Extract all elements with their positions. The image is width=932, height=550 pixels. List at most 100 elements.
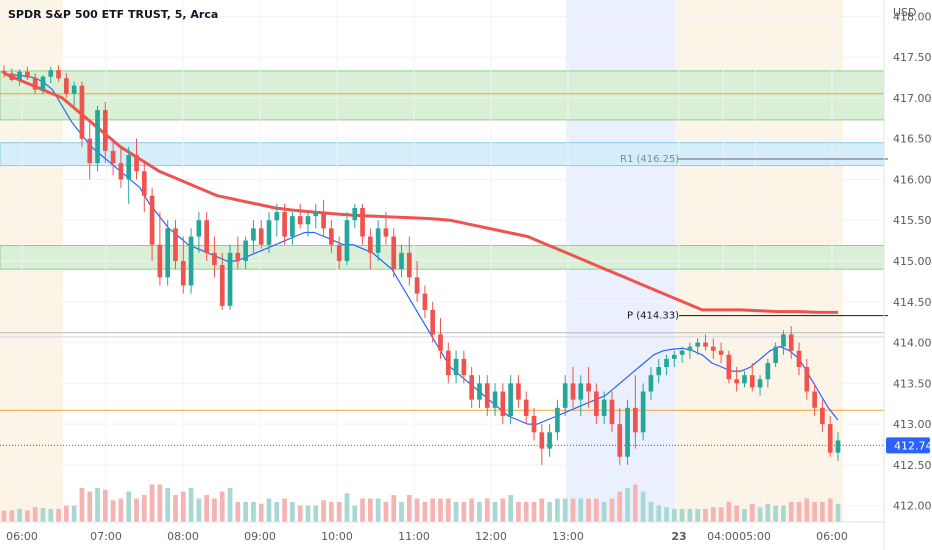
y-tick-label: 417.00 xyxy=(893,92,932,105)
volume-bar xyxy=(508,495,513,522)
volume-bar xyxy=(165,488,171,522)
candle xyxy=(656,358,662,384)
volume-bar xyxy=(274,502,280,522)
candle-body xyxy=(360,207,365,237)
volume-bar xyxy=(173,495,178,522)
volume-bar xyxy=(601,502,607,522)
volume-bar xyxy=(367,498,373,522)
volume-bar xyxy=(726,502,732,522)
candle xyxy=(570,367,576,408)
candle-body xyxy=(126,154,132,180)
volume-bar xyxy=(640,491,646,522)
candle xyxy=(648,367,654,400)
candle xyxy=(547,424,552,457)
candle xyxy=(251,220,256,253)
volume-bar xyxy=(17,509,22,522)
candle-body xyxy=(633,407,638,433)
volume-bar xyxy=(749,503,755,522)
candle-body xyxy=(227,252,233,306)
candle-body xyxy=(414,277,420,294)
volume-bar xyxy=(687,509,693,522)
ema-slow-line xyxy=(3,72,838,314)
candle-body xyxy=(329,228,334,245)
candle xyxy=(212,236,217,278)
volume-bar xyxy=(141,495,147,522)
candle xyxy=(781,330,786,355)
volume-bar xyxy=(180,491,186,522)
candle-body xyxy=(477,383,482,400)
volume-bar xyxy=(531,502,537,522)
candle xyxy=(25,66,30,80)
volume-bar xyxy=(516,502,521,522)
candle xyxy=(399,244,404,278)
candle xyxy=(32,73,38,94)
candle xyxy=(102,101,108,164)
r1-label: R1 (416.25) xyxy=(620,154,679,165)
candle xyxy=(671,350,677,368)
candle-body xyxy=(718,350,724,355)
candle-body xyxy=(344,220,350,261)
candle-body xyxy=(87,138,93,164)
candle-body xyxy=(235,252,241,261)
candle xyxy=(679,346,685,363)
volume-bar xyxy=(757,507,763,522)
candle xyxy=(126,146,132,204)
volume-bar xyxy=(438,498,443,522)
volume-bar xyxy=(562,498,568,522)
candle-body xyxy=(578,383,584,400)
candle xyxy=(196,212,202,253)
volume-bar xyxy=(796,502,802,522)
candle xyxy=(219,252,225,310)
volume-bar xyxy=(290,502,295,522)
volume-bar xyxy=(40,507,46,522)
volume-bar xyxy=(329,502,334,522)
x-tick-label: 07:00 xyxy=(90,530,122,543)
volume-bar xyxy=(258,503,264,522)
candle xyxy=(367,228,373,270)
volume-bar xyxy=(742,509,747,522)
volume-bar xyxy=(32,507,38,522)
candle xyxy=(1,65,7,78)
volume-bar xyxy=(134,498,139,522)
volume-bar xyxy=(71,505,77,522)
candle-body xyxy=(469,375,475,400)
candle-body xyxy=(79,85,85,139)
candle-body xyxy=(165,228,171,278)
volume-bar xyxy=(656,505,662,522)
x-tick-label: 23 xyxy=(671,530,686,543)
candle xyxy=(469,367,475,408)
candle xyxy=(625,399,630,465)
x-tick-label: 08:00 xyxy=(167,530,199,543)
candles[interactable] xyxy=(1,65,841,465)
candle-body xyxy=(617,424,623,457)
candle-body xyxy=(547,432,552,449)
candle-body xyxy=(141,171,147,196)
candle xyxy=(461,350,467,384)
candle xyxy=(40,75,46,94)
candle-body xyxy=(196,220,202,237)
volume-bar xyxy=(812,502,817,522)
volume-bar xyxy=(9,510,15,522)
candle-body xyxy=(835,440,841,453)
candle-body xyxy=(367,236,373,253)
y-tick-label: 417.50 xyxy=(893,51,932,64)
candle-body xyxy=(555,407,560,433)
candle-body xyxy=(788,334,794,351)
candle-body xyxy=(609,399,615,425)
candle-body xyxy=(95,110,100,164)
volume-bar xyxy=(414,498,420,522)
volume-bar xyxy=(102,489,108,522)
volume-bar xyxy=(765,503,771,522)
candle-body xyxy=(516,383,521,400)
last-price-value: 412.74 xyxy=(894,439,932,452)
candle-body xyxy=(601,399,607,416)
candle xyxy=(796,342,802,376)
zones xyxy=(0,70,885,270)
candle-body xyxy=(648,375,654,392)
volume-bar xyxy=(827,498,833,522)
y-tick-label: 415.50 xyxy=(893,214,932,227)
candle xyxy=(726,350,732,384)
volume-bar xyxy=(625,488,630,522)
